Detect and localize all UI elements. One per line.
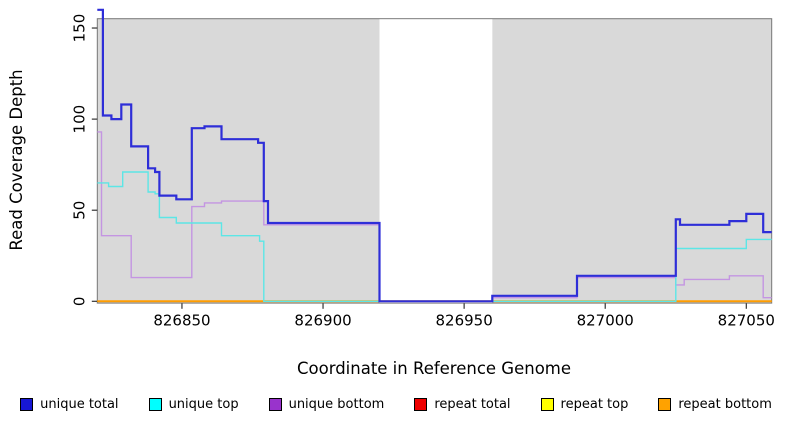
legend-item-repeat-total: repeat total xyxy=(414,397,511,412)
legend-label: repeat total xyxy=(434,397,511,412)
y-tick-label: 0 xyxy=(70,297,88,307)
legend-label: unique total xyxy=(40,397,119,412)
x-tick-label: 827000 xyxy=(577,311,634,329)
y-tick-label: 50 xyxy=(70,201,88,220)
x-tick-label: 826950 xyxy=(435,311,492,329)
legend-item-repeat-top: repeat top xyxy=(540,397,629,412)
legend-item-unique-bottom: unique bottom xyxy=(268,397,385,412)
legend-label: unique bottom xyxy=(288,397,385,412)
repeat-top-swatch-icon xyxy=(540,398,554,411)
x-tick-label: 826900 xyxy=(294,311,351,329)
legend-label: repeat bottom xyxy=(678,397,772,412)
y-axis-title: Read Coverage Depth xyxy=(7,69,26,250)
repeat-total-swatch-icon xyxy=(414,398,428,411)
data-series xyxy=(97,8,772,303)
unique-bottom-swatch-icon xyxy=(268,398,282,411)
plot-panel xyxy=(96,18,773,304)
legend-item-repeat-bottom: repeat bottom xyxy=(658,397,772,412)
legend: unique total unique top unique bottom re… xyxy=(0,397,792,412)
unique-top-swatch-icon xyxy=(148,398,162,411)
legend-label: repeat top xyxy=(560,397,629,412)
y-tick-label: 150 xyxy=(70,14,88,43)
series-unique-total xyxy=(97,8,772,303)
unique-total-swatch-icon xyxy=(20,398,34,411)
masked-region xyxy=(379,19,493,303)
x-tick-label: 826850 xyxy=(153,311,210,329)
series-unique-top xyxy=(97,171,772,302)
x-axis-title: Coordinate in Reference Genome xyxy=(297,359,571,378)
axes: 826850 826900 826950 827000 827050 0 50 100 150 xyxy=(70,14,775,330)
legend-item-unique-total: unique total xyxy=(20,397,119,412)
legend-label: unique top xyxy=(168,397,239,412)
coverage-chart: 826850 826900 826950 827000 827050050100150 … xyxy=(7,8,775,378)
x-tick-label: 827050 xyxy=(718,311,775,329)
y-tick-label: 100 xyxy=(70,105,88,134)
legend-item-unique-top: unique top xyxy=(148,397,239,412)
repeat-bottom-swatch-icon xyxy=(658,398,672,411)
